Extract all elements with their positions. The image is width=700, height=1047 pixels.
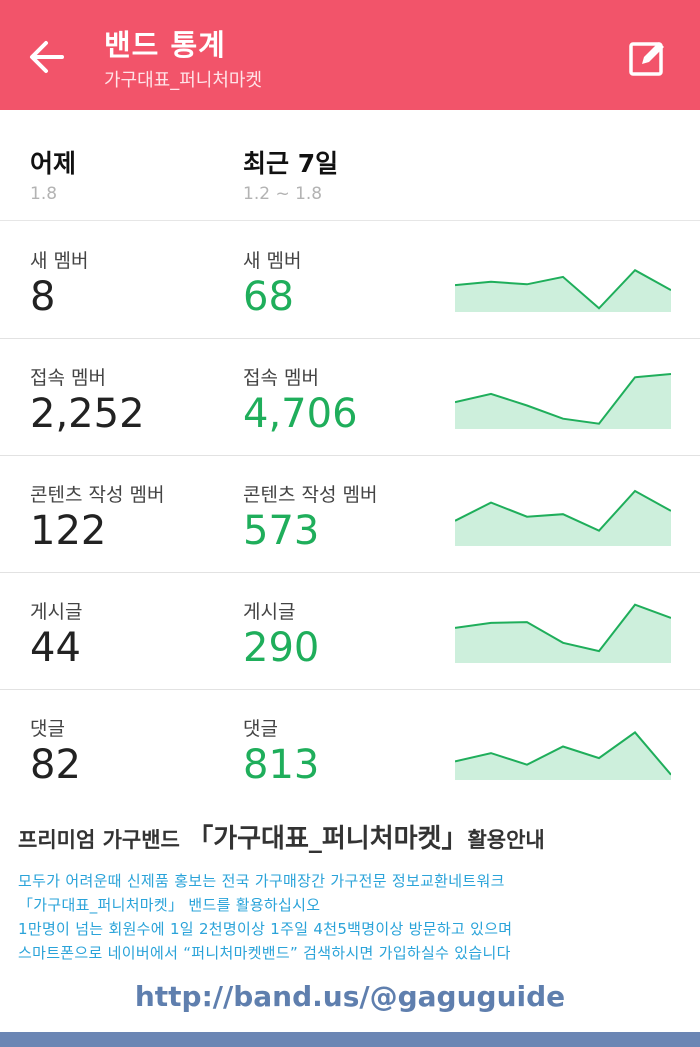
stat-row-active-members: 접속 멤버 2,252 접속 멤버 4,706	[0, 339, 700, 456]
sparkline-chart	[455, 373, 671, 429]
stat-value-week: 4,706	[243, 391, 358, 437]
bottom-bar	[0, 1032, 700, 1047]
stat-label: 게시글	[243, 601, 296, 623]
stat-row-content-members: 콘텐츠 작성 멤버 122 콘텐츠 작성 멤버 573	[0, 456, 700, 573]
sparkline-chart	[455, 731, 671, 780]
sparkline-line	[455, 731, 671, 776]
sparkline-line	[455, 268, 671, 310]
promo-text-line: 「가구대표_퍼니처마켓」 밴드를 활용하십시오	[18, 896, 321, 914]
period-week-date: 1.2 ~ 1.8	[243, 184, 323, 204]
promo-text-line: 1만명이 넘는 회원수에 1일 2천명이상 1주일 4천5백명이상 방문하고 있…	[18, 920, 513, 938]
stat-value-week: 290	[243, 625, 320, 671]
edit-icon	[629, 42, 664, 76]
stat-label: 콘텐츠 작성 멤버	[30, 484, 165, 506]
stat-row-comments: 댓글 82 댓글 813	[0, 690, 700, 806]
stat-value-week: 573	[243, 508, 320, 554]
sparkline-area	[455, 732, 671, 780]
stat-label: 접속 멤버	[30, 367, 106, 389]
stat-label: 새 멤버	[243, 250, 302, 272]
stat-value-week: 68	[243, 274, 294, 320]
period-yesterday-label: 어제	[30, 149, 77, 178]
promo-heading-suffix: 활용안내	[467, 828, 545, 852]
sparkline-area	[455, 491, 671, 546]
stat-label: 댓글	[30, 718, 65, 740]
stat-label: 콘텐츠 작성 멤버	[243, 484, 378, 506]
promo-text-line: 스마트폰으로 네이버에서 “퍼니처마켓밴드” 검색하시면 가입하실수 있습니다	[18, 944, 511, 962]
sparkline-chart	[455, 489, 671, 546]
page-title: 밴드 통계	[104, 28, 226, 62]
sparkline-chart	[455, 268, 671, 312]
stat-value-yesterday: 82	[30, 742, 81, 788]
promo-text-line: 모두가 어려운때 신제품 홍보는 전국 가구매장간 가구전문 정보교환네트워크	[18, 872, 505, 890]
band-link[interactable]: http://band.us/@gaguguide	[134, 980, 566, 1013]
promo-banner: 프리미엄 가구밴드 「가구대표_퍼니처마켓」활용안내 모두가 어려운때 신제품 …	[0, 800, 700, 1032]
stat-label: 게시글	[30, 601, 83, 623]
period-header: 어제 1.8 최근 7일 1.2 ~ 1.8	[0, 112, 700, 221]
promo-heading: 프리미엄 가구밴드 「가구대표_퍼니처마켓」활용안내	[18, 818, 545, 855]
stat-value-yesterday: 44	[30, 625, 81, 671]
stat-label: 접속 멤버	[243, 367, 319, 389]
edit-button[interactable]	[628, 38, 668, 78]
sparkline-line	[455, 489, 671, 532]
stat-row-posts: 게시글 44 게시글 290	[0, 573, 700, 690]
sparkline-chart	[455, 603, 671, 663]
stat-row-new-members: 새 멤버 8 새 멤버 68	[0, 222, 700, 339]
sparkline-area	[455, 374, 671, 429]
stat-label: 댓글	[243, 718, 278, 740]
stat-value-yesterday: 122	[30, 508, 107, 554]
promo-heading-prefix: 프리미엄 가구밴드	[18, 828, 188, 852]
sparkline-line	[455, 373, 671, 425]
sparkline-area	[455, 604, 671, 663]
sparkline-area	[455, 270, 671, 312]
back-button[interactable]	[26, 36, 68, 78]
stat-value-yesterday: 8	[30, 274, 56, 320]
arrow-left-icon	[30, 41, 64, 73]
sparkline-line	[455, 603, 671, 653]
stat-label: 새 멤버	[30, 250, 89, 272]
stat-value-yesterday: 2,252	[30, 391, 145, 437]
stat-value-week: 813	[243, 742, 320, 788]
promo-heading-name: 「가구대표_퍼니처마켓」	[187, 824, 468, 854]
app-bar: 밴드 통계 가구대표_퍼니처마켓	[0, 0, 700, 110]
period-week-label: 최근 7일	[243, 149, 339, 178]
period-yesterday-date: 1.8	[30, 184, 58, 204]
band-name: 가구대표_퍼니처마켓	[104, 70, 263, 91]
